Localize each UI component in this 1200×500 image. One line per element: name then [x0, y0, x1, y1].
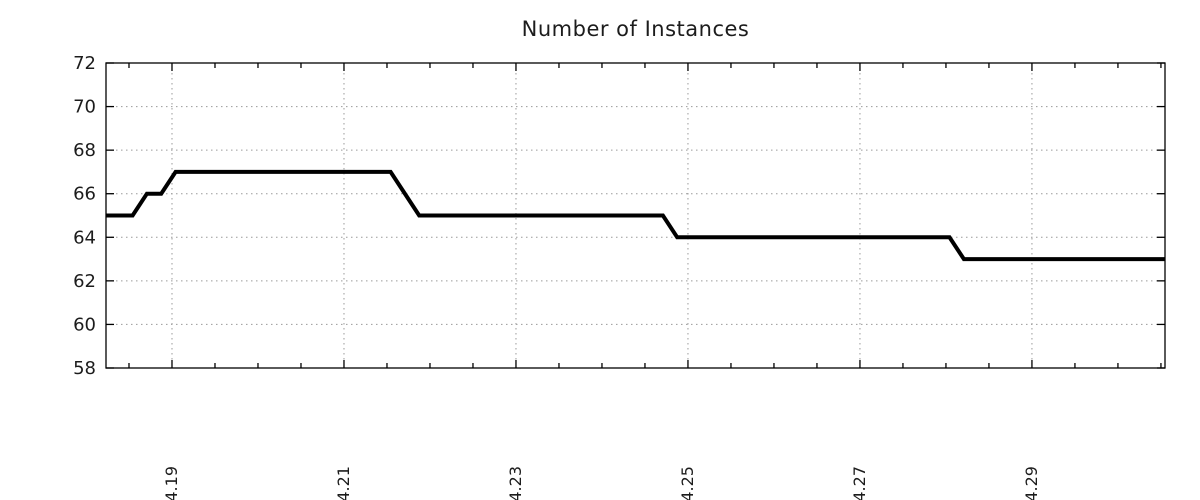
x-tick-label: 2024.04.27 [850, 466, 869, 500]
series-line [106, 169, 1165, 262]
y-tick-label: 66 [73, 184, 96, 205]
x-tick-label: 2024.04.29 [1022, 466, 1041, 500]
x-tick-label: 2024.04.19 [162, 466, 181, 500]
x-tick-label: 2024.04.23 [506, 466, 525, 500]
x-tick-label: 2024.04.25 [678, 466, 697, 500]
x-tick-label: 2024.04.21 [334, 466, 353, 500]
y-tick-label: 60 [73, 314, 96, 335]
y-tick-label: 68 [73, 140, 96, 161]
y-tick-label: 64 [73, 227, 96, 248]
y-tick-label: 62 [73, 271, 96, 292]
y-tick-label: 72 [73, 53, 96, 74]
y-tick-label: 58 [73, 358, 96, 379]
chart-title: Number of Instances [521, 17, 750, 41]
y-tick-label: 70 [73, 97, 96, 118]
